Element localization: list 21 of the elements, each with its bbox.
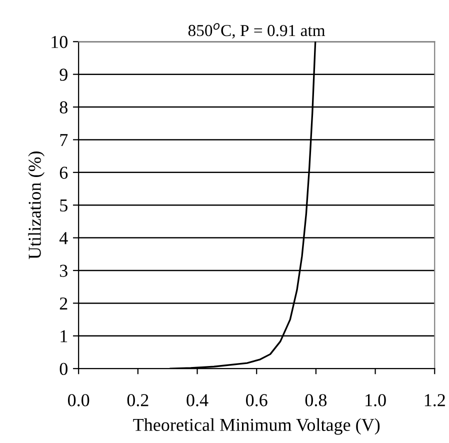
y-tick-label: 8: [60, 101, 68, 114]
y-tick-label: 10: [52, 36, 68, 48]
y-tick-label: 0: [60, 362, 68, 376]
y-tick-label: 7: [60, 134, 68, 146]
x-tick-label: 1.0: [366, 394, 386, 406]
y-tick-label: 1: [60, 330, 68, 342]
y-axis-title: Utilization (%): [28, 152, 45, 260]
x-tick-label: 0.4: [186, 394, 208, 406]
y-tick-label: 3: [60, 264, 68, 277]
x-tick-label: 0.6: [246, 394, 268, 406]
chart-title: 850$^{o}$C, P = 0.91 atm: [188, 23, 326, 39]
x-tick-label: 0.0: [68, 394, 90, 406]
x-tick-label: 0.8: [305, 394, 327, 406]
y-tick-label: 4: [59, 232, 68, 244]
y-tick-label: 6: [60, 166, 68, 179]
y-tick-label: 5: [60, 200, 68, 212]
y-tick-label: 2: [60, 297, 68, 310]
x-axis-title: Theoretical Minimum Voltage (V): [133, 418, 380, 435]
x-tick-label: 1.2: [424, 394, 445, 406]
y-tick-label: 9: [60, 68, 68, 81]
x-tick-label: 0.2: [127, 394, 148, 406]
